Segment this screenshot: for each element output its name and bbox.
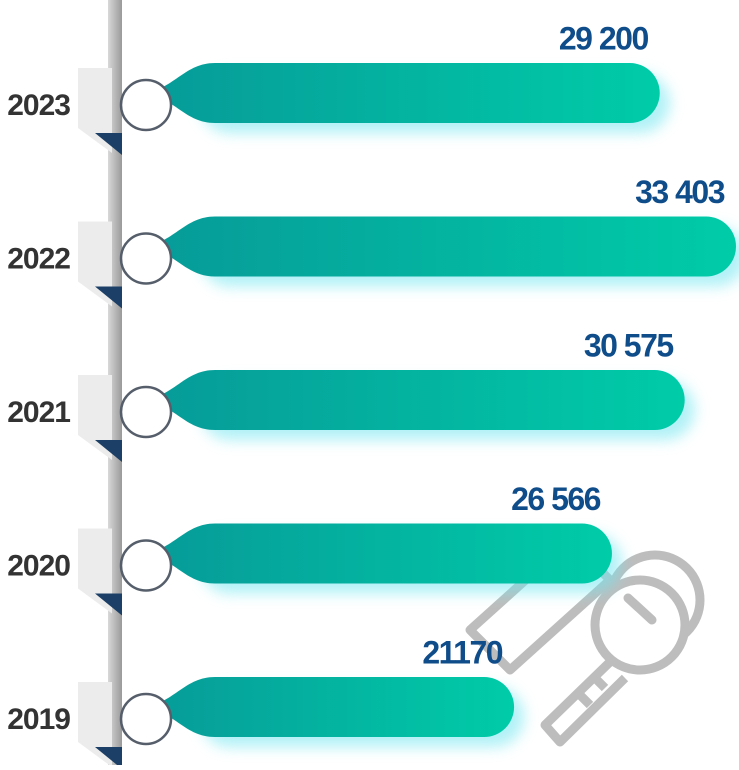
year-tab — [78, 221, 112, 307]
tab-fold — [95, 286, 122, 309]
marker-circle — [119, 78, 173, 132]
marker-circle — [119, 232, 173, 285]
year-tab — [78, 528, 112, 614]
value-label: 26 566 — [511, 481, 601, 517]
tab-fold — [95, 747, 122, 769]
value-label: 29 200 — [559, 20, 649, 56]
tab-fold — [95, 133, 122, 155]
year-label: 2020 — [7, 549, 70, 582]
bar — [145, 63, 660, 123]
tab-fold — [95, 440, 122, 462]
year-label: 2022 — [7, 242, 70, 275]
bar — [145, 523, 612, 584]
year-tab — [78, 68, 112, 153]
marker-circle — [119, 385, 173, 439]
bar — [145, 370, 685, 430]
tab-fold — [95, 593, 122, 616]
bar — [145, 216, 737, 277]
value-label: 33 403 — [635, 174, 725, 210]
marker-circle — [119, 692, 173, 746]
year-label: 2021 — [7, 396, 70, 429]
year-tab — [78, 682, 112, 767]
year-label: 2019 — [7, 703, 70, 736]
marker-circle — [119, 539, 173, 592]
bar — [145, 677, 515, 737]
year-label: 2023 — [7, 89, 70, 122]
year-tab — [78, 375, 112, 460]
value-label: 30 575 — [584, 327, 674, 363]
value-label: 21170 — [422, 634, 502, 670]
